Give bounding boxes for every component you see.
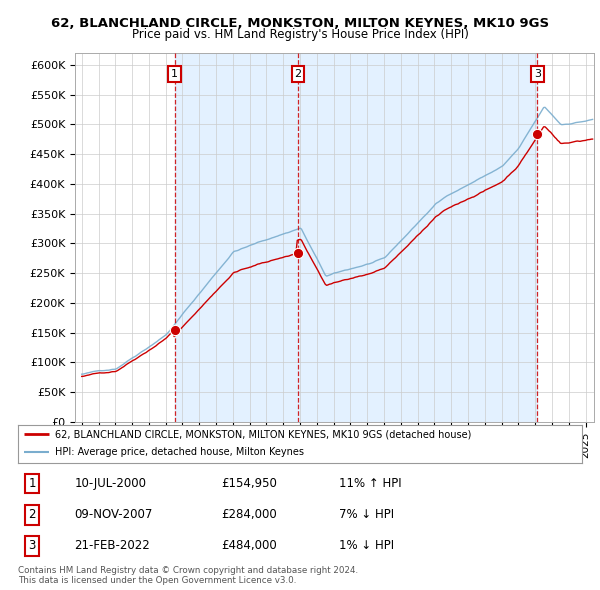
- Text: £154,950: £154,950: [221, 477, 277, 490]
- Text: This data is licensed under the Open Government Licence v3.0.: This data is licensed under the Open Gov…: [18, 576, 296, 585]
- Text: 2: 2: [295, 69, 301, 79]
- Bar: [175, 53, 538, 422]
- Text: 1: 1: [28, 477, 36, 490]
- Text: Price paid vs. HM Land Registry's House Price Index (HPI): Price paid vs. HM Land Registry's House …: [131, 28, 469, 41]
- Point: [170, 325, 179, 335]
- Text: 62, BLANCHLAND CIRCLE, MONKSTON, MILTON KEYNES, MK10 9GS: 62, BLANCHLAND CIRCLE, MONKSTON, MILTON …: [51, 17, 549, 30]
- Text: 62, BLANCHLAND CIRCLE, MONKSTON, MILTON KEYNES, MK10 9GS (detached house): 62, BLANCHLAND CIRCLE, MONKSTON, MILTON …: [55, 430, 471, 440]
- Text: £284,000: £284,000: [221, 508, 277, 522]
- Text: 10-JUL-2000: 10-JUL-2000: [74, 477, 146, 490]
- Text: 2: 2: [28, 508, 36, 522]
- Text: £484,000: £484,000: [221, 539, 277, 552]
- Text: 1: 1: [171, 69, 178, 79]
- Text: 7% ↓ HPI: 7% ↓ HPI: [340, 508, 395, 522]
- Text: 11% ↑ HPI: 11% ↑ HPI: [340, 477, 402, 490]
- Text: Contains HM Land Registry data © Crown copyright and database right 2024.: Contains HM Land Registry data © Crown c…: [18, 566, 358, 575]
- Text: HPI: Average price, detached house, Milton Keynes: HPI: Average price, detached house, Milt…: [55, 447, 304, 457]
- Text: 21-FEB-2022: 21-FEB-2022: [74, 539, 150, 552]
- Point: [533, 129, 542, 139]
- Text: 1% ↓ HPI: 1% ↓ HPI: [340, 539, 395, 552]
- Text: 09-NOV-2007: 09-NOV-2007: [74, 508, 153, 522]
- Text: 3: 3: [534, 69, 541, 79]
- Point: [293, 248, 302, 258]
- Text: 3: 3: [28, 539, 36, 552]
